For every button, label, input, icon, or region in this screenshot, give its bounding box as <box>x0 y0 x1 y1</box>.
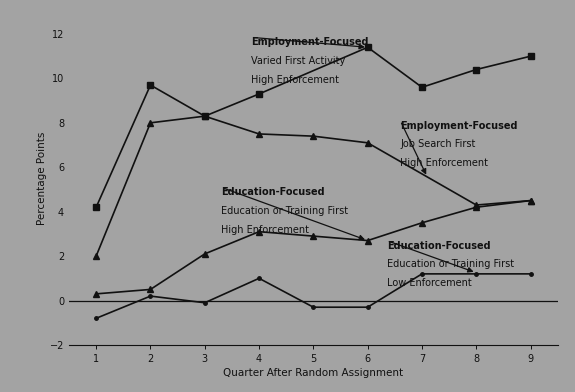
Text: Education or Training First: Education or Training First <box>386 260 514 269</box>
Text: Employment-Focused: Employment-Focused <box>251 37 369 47</box>
Text: Education-Focused: Education-Focused <box>386 241 490 250</box>
Text: Varied First Activity: Varied First Activity <box>251 56 345 66</box>
Y-axis label: Percentage Points: Percentage Points <box>37 132 47 225</box>
Text: Low Enforcement: Low Enforcement <box>386 278 472 289</box>
Text: Education-Focused: Education-Focused <box>221 187 325 197</box>
Text: High Enforcement: High Enforcement <box>400 158 488 169</box>
X-axis label: Quarter After Random Assignment: Quarter After Random Assignment <box>223 368 404 378</box>
Text: Employment-Focused: Employment-Focused <box>400 121 518 131</box>
Text: Education or Training First: Education or Training First <box>221 206 348 216</box>
Text: High Enforcement: High Enforcement <box>221 225 309 235</box>
Text: High Enforcement: High Enforcement <box>251 75 339 85</box>
Text: Job Search First: Job Search First <box>400 140 476 149</box>
